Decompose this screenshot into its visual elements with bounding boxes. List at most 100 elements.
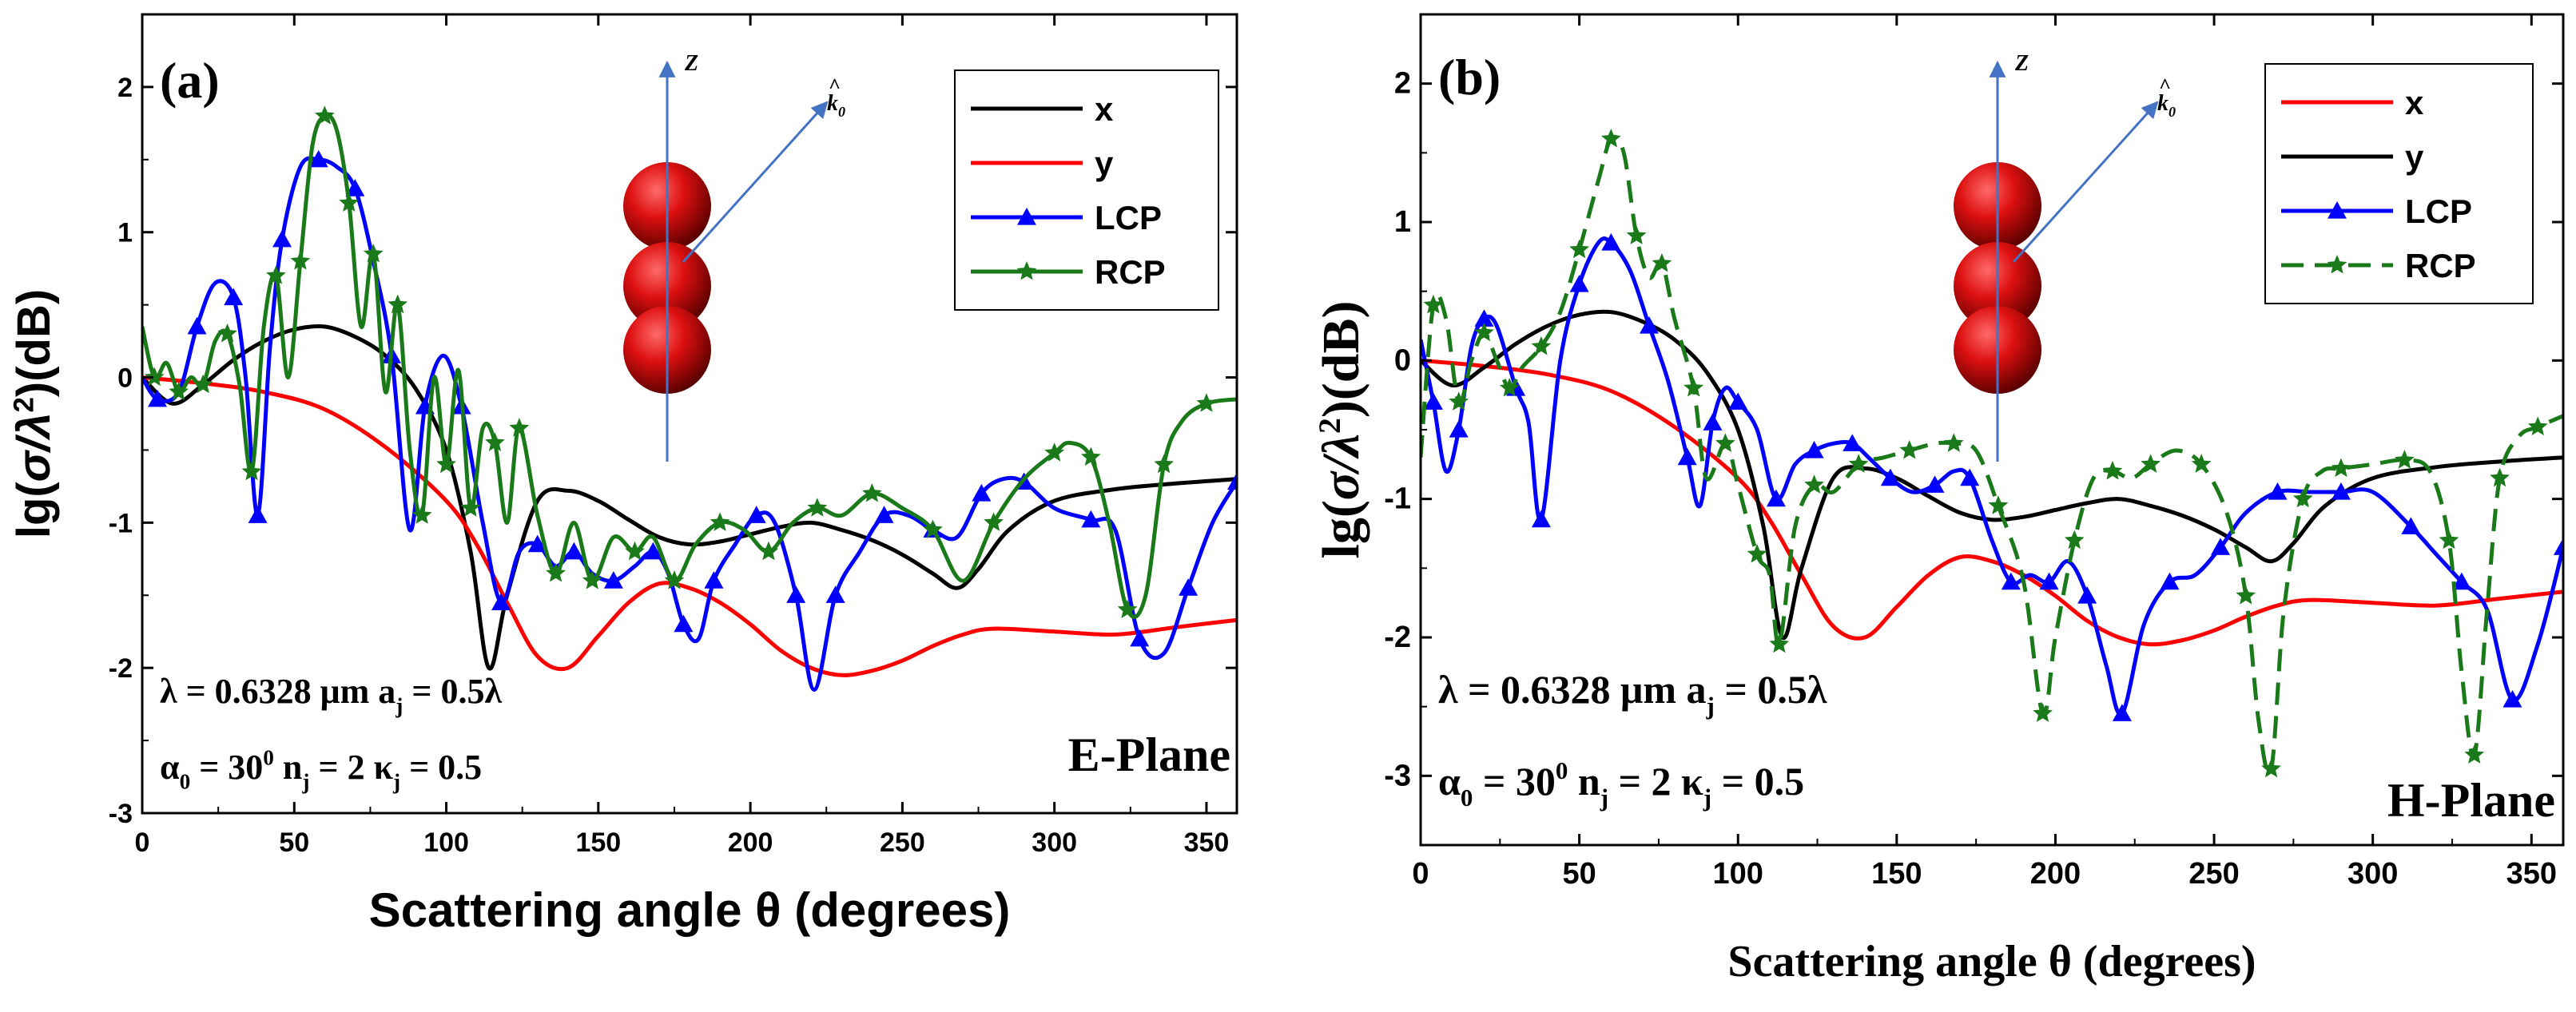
y-tick-label: 0 <box>117 363 133 394</box>
point-rcp <box>169 381 189 401</box>
param-n-sub: j <box>301 769 309 793</box>
point-rcp <box>2033 703 2053 722</box>
point-lcp <box>1569 275 1589 292</box>
point-lcp <box>1640 316 1659 334</box>
point-rcp <box>582 570 602 589</box>
point-rcp <box>2464 744 2485 764</box>
point-rcp <box>984 512 1004 531</box>
point-lcp <box>674 614 694 633</box>
y-tick-label: -2 <box>1384 621 1411 654</box>
point-rcp <box>1684 378 1703 397</box>
point-rcp <box>2395 450 2415 469</box>
point-lcp <box>2268 482 2288 500</box>
inset-diagram: Zk0^ <box>1954 51 2176 462</box>
legend-marker-lcp <box>2328 201 2347 219</box>
x-tick-label: 300 <box>2347 857 2398 891</box>
param-n-rest: = 2 κ <box>1608 759 1703 804</box>
series-group <box>1421 129 2563 778</box>
x-tick-label: 200 <box>728 827 773 858</box>
param-n-rest: = 2 κ <box>310 748 394 787</box>
y-label-sup: 2 <box>9 397 40 412</box>
point-lcp <box>874 506 894 523</box>
legend-box <box>954 69 1219 311</box>
y-tick-label: -2 <box>109 653 133 684</box>
y-label-part: )(dB) <box>8 289 60 397</box>
param-k-sub: j <box>392 769 400 793</box>
point-lcp <box>564 542 584 560</box>
x-tick-label: 250 <box>2188 857 2239 891</box>
point-lcp <box>2077 586 2097 604</box>
param-a: a <box>1687 667 1707 712</box>
panel-label: (a) <box>160 52 220 109</box>
point-rcp <box>436 454 456 474</box>
z-axis-label: Z <box>684 51 698 76</box>
x-axis-label: Scattering angle θ (degrees) <box>1727 937 2256 986</box>
point-lcp <box>1703 413 1723 431</box>
point-rcp <box>315 105 335 125</box>
k0-sub: 0 <box>2169 104 2176 120</box>
param-alpha-eq: = 30 <box>1473 759 1556 804</box>
point-lcp <box>972 484 992 502</box>
legend-label-rcp: RCP <box>2405 247 2476 284</box>
y-label-part: σ/λ <box>1312 434 1370 500</box>
point-rcp <box>1715 433 1735 452</box>
point-lcp <box>704 571 724 589</box>
point-rcp <box>1154 454 1174 474</box>
point-rcp <box>1044 443 1064 462</box>
param-a-sub: j <box>395 693 403 717</box>
point-rcp <box>2236 585 2256 605</box>
x-tick-label: 150 <box>1871 857 1922 891</box>
point-rcp <box>1423 295 1444 314</box>
chart-panel-b: Zk0^0 50 100 150 200 250 300 350-3-2-1012Scatte… <box>1312 13 2565 986</box>
point-rcp <box>290 251 311 270</box>
x-tick-label: 200 <box>2030 857 2081 891</box>
legend-label-x: x <box>2405 84 2424 121</box>
point-rcp <box>217 323 237 343</box>
point-rcp <box>2527 416 2548 436</box>
point-lcp <box>825 585 845 603</box>
plane-label: H-Plane <box>2387 774 2555 827</box>
k0-hat: ^ <box>829 74 841 97</box>
point-rcp <box>1747 544 1767 563</box>
point-lcp <box>1843 434 1862 451</box>
point-lcp <box>248 506 268 523</box>
k0-hat: ^ <box>2159 74 2171 97</box>
k0-arrow <box>2012 101 2159 264</box>
x-tick-label: 250 <box>880 827 925 858</box>
params-line-1: λ = 0.6328 μm aj = 0.5λ <box>160 672 502 717</box>
params-line-2: α0 = 300 nj = 2 κj = 0.5 <box>1438 756 1804 812</box>
param-alpha: α <box>1438 759 1461 804</box>
point-lcp <box>746 506 766 523</box>
point-lcp <box>1474 309 1494 327</box>
x-tick-label: 350 <box>2506 857 2557 891</box>
point-lcp <box>1449 420 1469 438</box>
y-label-sup: 2 <box>1312 418 1347 434</box>
point-rcp <box>193 374 213 394</box>
series-line-y <box>142 375 1237 677</box>
x-tick-label: 50 <box>279 827 309 858</box>
legend-label-lcp: LCP <box>1095 199 1162 236</box>
legend-label-x: x <box>1095 90 1114 128</box>
point-lcp <box>1423 392 1443 410</box>
point-rcp <box>1988 495 2009 514</box>
point-lcp <box>2401 517 2421 534</box>
point-rcp <box>1652 253 1672 272</box>
y-label-part: lg( <box>8 482 60 539</box>
y-tick-label: 1 <box>1394 205 1411 239</box>
point-rcp <box>1531 336 1552 355</box>
point-rcp <box>241 461 262 481</box>
k0-arrow <box>682 101 829 264</box>
point-rcp <box>1848 454 1869 473</box>
point-lcp <box>2039 572 2059 590</box>
point-rcp <box>2261 758 2281 778</box>
param-a-rest: = 0.5λ <box>1715 667 1827 712</box>
point-lcp <box>1960 468 1980 486</box>
series-line-lcp <box>142 156 1237 692</box>
point-rcp <box>2064 530 2085 550</box>
point-rcp <box>1449 391 1469 411</box>
y-tick-label: 2 <box>1394 67 1411 101</box>
param-k-rest: = 0.5 <box>1711 759 1804 804</box>
point-lcp <box>786 585 806 603</box>
legend-marker-rcp <box>1016 261 1037 280</box>
point-rcp <box>1626 225 1647 244</box>
